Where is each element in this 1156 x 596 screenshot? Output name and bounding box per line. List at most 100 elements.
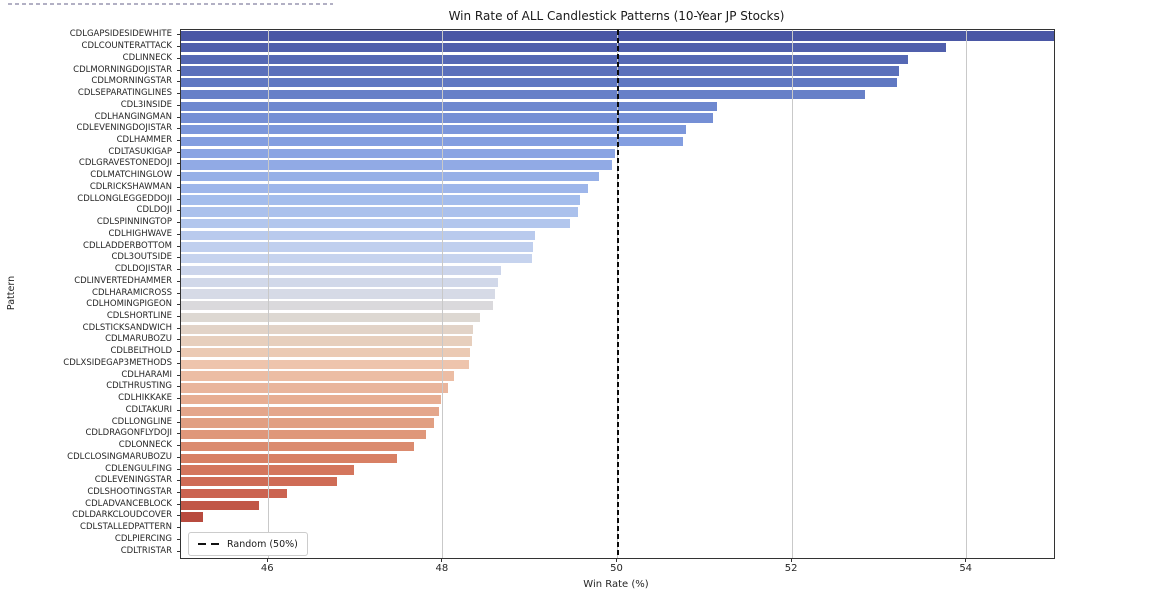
y-tick-mark (176, 445, 180, 447)
y-tick-label-CDLMORNINGDOJISTAR: CDLMORNINGDOJISTAR (73, 64, 172, 75)
gridline-54 (966, 30, 968, 558)
bar-CDLADVANCEBLOCK (181, 500, 259, 510)
bar-CDLBELTHOLD (181, 347, 470, 358)
bar-CDLEVENINGSTAR (181, 477, 338, 487)
random-50-percent-reference-line (616, 30, 619, 558)
bar-CDLTASUKIGAP (181, 148, 615, 158)
y-tick-label-CDLCLOSINGMARUBOZU: CDLCLOSINGMARUBOZU (67, 451, 172, 462)
x-tick-label-50: 50 (610, 563, 623, 574)
bar-CDLINNECK (181, 54, 909, 65)
bar-CDLSHORTLINE (181, 312, 480, 323)
y-tick-mark (176, 93, 180, 95)
y-tick-mark (176, 245, 180, 247)
bar-CDLSEPARATINGLINES (181, 89, 865, 100)
y-tick-label-CDLDOJI: CDLDOJI (136, 205, 172, 216)
bar-CDLDRAGONFLYDOJI (181, 430, 427, 440)
bar-CDLGRAVESTONEDOJI (181, 160, 613, 170)
bar-CDL3INSIDE (181, 101, 718, 111)
bar-CDLDOJISTAR (181, 265, 502, 276)
bar-CDLCLOSINGMARUBOZU (181, 453, 397, 463)
y-tick-mark (176, 222, 180, 224)
y-tick-mark (176, 421, 180, 423)
y-tick-label-CDLHANGINGMAN: CDLHANGINGMAN (94, 111, 172, 122)
y-tick-label-CDLMORNINGSTAR: CDLMORNINGSTAR (91, 76, 172, 87)
y-tick-mark (176, 34, 180, 36)
y-tick-mark (176, 491, 180, 493)
y-tick-label-CDLTASUKIGAP: CDLTASUKIGAP (108, 146, 172, 157)
y-tick-label-CDLSEPARATINGLINES: CDLSEPARATINGLINES (77, 88, 172, 99)
bar-CDLSTICKSANDWICH (181, 324, 474, 334)
y-tick-label-CDLSHOOTINGSTAR: CDLSHOOTINGSTAR (87, 486, 172, 497)
bar-CDLDARKCLOUDCOVER (181, 512, 203, 522)
y-tick-label-CDLLONGLEGGEDDOJI: CDLLONGLEGGEDDOJI (77, 193, 172, 204)
y-tick-mark (176, 151, 180, 153)
y-tick-mark (176, 280, 180, 282)
y-tick-mark (176, 233, 180, 235)
bar-CDLHOMINGPIGEON (181, 301, 493, 311)
bar-CDLHARAMI (181, 371, 455, 381)
bar-CDLTAKURI (181, 406, 439, 417)
x-tick-label-52: 52 (784, 563, 798, 574)
y-tick-label-CDLDOJISTAR: CDLDOJISTAR (114, 264, 172, 275)
y-tick-mark (176, 304, 180, 306)
y-tick-label-CDLADVANCEBLOCK: CDLADVANCEBLOCK (85, 498, 172, 509)
legend-label: Random (50%) (227, 538, 298, 550)
bar-CDLHIGHWAVE (181, 230, 535, 241)
x-tick-label-54: 54 (959, 563, 973, 574)
y-tick-label-CDLSHORTLINE: CDLSHORTLINE (106, 310, 172, 321)
y-tick-label-CDLRICKSHAWMAN: CDLRICKSHAWMAN (89, 181, 172, 192)
bar-CDLLONGLEGGEDDOJI (181, 195, 580, 205)
bar-CDLINVERTEDHAMMER (181, 277, 498, 287)
y-tick-label-CDLGRAVESTONEDOJI: CDLGRAVESTONEDOJI (78, 158, 172, 169)
legend-dashed-line-icon (198, 542, 220, 546)
y-tick-mark (176, 46, 180, 48)
y-tick-label-CDLDARKCLOUDCOVER: CDLDARKCLOUDCOVER (72, 510, 172, 521)
bar-CDLSPINNINGTOP (181, 218, 571, 229)
y-tick-mark (176, 409, 180, 411)
y-tick-label-CDLBELTHOLD: CDLBELTHOLD (110, 346, 172, 357)
legend-box: Random (50%) (188, 532, 308, 556)
y-tick-label-CDLTRISTAR: CDLTRISTAR (120, 545, 172, 556)
y-tick-mark (176, 503, 180, 505)
y-tick-label-CDLINVERTEDHAMMER: CDLINVERTEDHAMMER (74, 275, 172, 286)
y-tick-mark (176, 198, 180, 200)
y-tick-mark (176, 550, 180, 552)
y-tick-mark (176, 128, 180, 130)
y-tick-mark (176, 433, 180, 435)
y-tick-label-CDLSPINNINGTOP: CDLSPINNINGTOP (96, 217, 172, 228)
y-tick-mark (176, 175, 180, 177)
x-tick-mark-52 (790, 558, 792, 562)
y-tick-mark (176, 210, 180, 212)
y-tick-label-CDLONNECK: CDLONNECK (118, 440, 172, 451)
bar-CDLDOJI (181, 207, 579, 217)
x-tick-label-48: 48 (435, 563, 449, 574)
y-tick-mark (176, 139, 180, 141)
y-tick-mark (176, 116, 180, 118)
y-tick-label-CDLXSIDEGAP3METHODS: CDLXSIDEGAP3METHODS (63, 357, 172, 368)
y-tick-label-CDLPIERCING: CDLPIERCING (114, 533, 172, 544)
bar-CDLMORNINGSTAR (181, 78, 897, 88)
y-tick-label-CDLGAPSIDESIDEWHITE: CDLGAPSIDESIDEWHITE (69, 29, 172, 40)
y-tick-mark (176, 362, 180, 364)
y-tick-label-CDLHARAMI: CDLHARAMI (121, 369, 172, 380)
y-tick-label-CDLHIGHWAVE: CDLHIGHWAVE (108, 228, 173, 239)
bar-CDLHARAMICROSS (181, 289, 496, 299)
y-tick-label-CDLINNECK: CDLINNECK (122, 52, 172, 63)
bar-CDLXSIDEGAP3METHODS (181, 359, 470, 370)
plot-area: Random (50%) (180, 29, 1055, 559)
y-tick-label-CDLSTALLEDPATTERN: CDLSTALLEDPATTERN (80, 522, 172, 533)
y-tick-label-CDLHAMMER: CDLHAMMER (116, 134, 172, 145)
top-dashed-artifact-line (8, 3, 333, 5)
y-tick-label-CDLCOUNTERATTACK: CDLCOUNTERATTACK (81, 41, 172, 52)
y-tick-mark (176, 257, 180, 259)
y-tick-label-CDLTHRUSTING: CDLTHRUSTING (106, 381, 172, 392)
y-tick-label-CDLMARUBOZU: CDLMARUBOZU (105, 334, 172, 345)
y-tick-label-CDLLONGLINE: CDLLONGLINE (111, 416, 172, 427)
y-tick-mark (176, 456, 180, 458)
bar-CDLTHRUSTING (181, 383, 449, 393)
x-tick-mark-48 (441, 558, 443, 562)
y-tick-mark (176, 315, 180, 317)
y-tick-label-CDLENGULFING: CDLENGULFING (105, 463, 172, 474)
y-tick-label-CDLHARAMICROSS: CDLHARAMICROSS (92, 287, 172, 298)
